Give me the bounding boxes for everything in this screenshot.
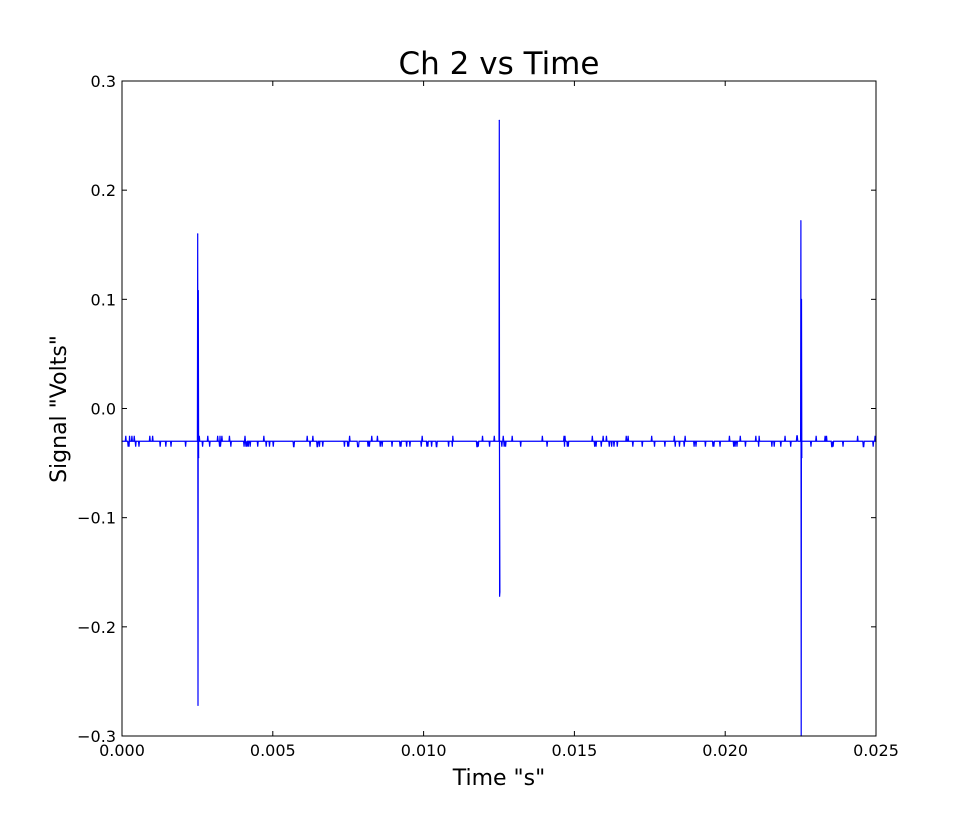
x-axis: 0.000 0.005 0.010 0.015 0.020 0.025 xyxy=(99,81,899,760)
y-tick-label: 0.0 xyxy=(91,400,116,419)
y-tick-label: −0.1 xyxy=(77,509,116,528)
y-tick-label: 0.1 xyxy=(91,290,116,309)
data-point xyxy=(499,440,501,442)
data-point xyxy=(800,440,802,442)
data-point xyxy=(800,298,803,300)
y-tick-label: 0.2 xyxy=(91,181,116,200)
y-tick-label: −0.2 xyxy=(77,618,116,637)
x-tick-label: 0.010 xyxy=(401,741,447,760)
series-line xyxy=(122,120,877,737)
y-tick-label: 0.3 xyxy=(91,72,116,91)
data-point xyxy=(197,290,199,292)
x-tick-label: 0.025 xyxy=(853,741,899,760)
data-point xyxy=(800,220,802,222)
y-tick-label: −0.3 xyxy=(77,727,116,746)
data-point xyxy=(498,119,500,121)
data-point xyxy=(198,440,200,442)
data-point xyxy=(498,440,500,442)
x-axis-label: Time "s" xyxy=(452,766,546,791)
y-axis: 0.3 0.2 0.1 0.0 −0.1 −0.2 −0.3 xyxy=(77,72,876,746)
data-point xyxy=(197,233,199,235)
data-point xyxy=(499,595,501,597)
data-point xyxy=(499,591,501,593)
chart-title: Ch 2 vs Time xyxy=(399,46,600,82)
data-point xyxy=(197,704,199,707)
x-tick-label: 0.020 xyxy=(702,741,748,760)
x-tick-label: 0.015 xyxy=(551,741,597,760)
data-point xyxy=(801,457,803,459)
plot-area xyxy=(121,80,877,737)
x-tick-label: 0.005 xyxy=(250,741,296,760)
x-tick-label: 0.000 xyxy=(99,741,145,760)
y-axis-label: Signal "Volts" xyxy=(47,335,72,483)
data-point xyxy=(198,457,200,459)
data-point xyxy=(196,440,198,442)
